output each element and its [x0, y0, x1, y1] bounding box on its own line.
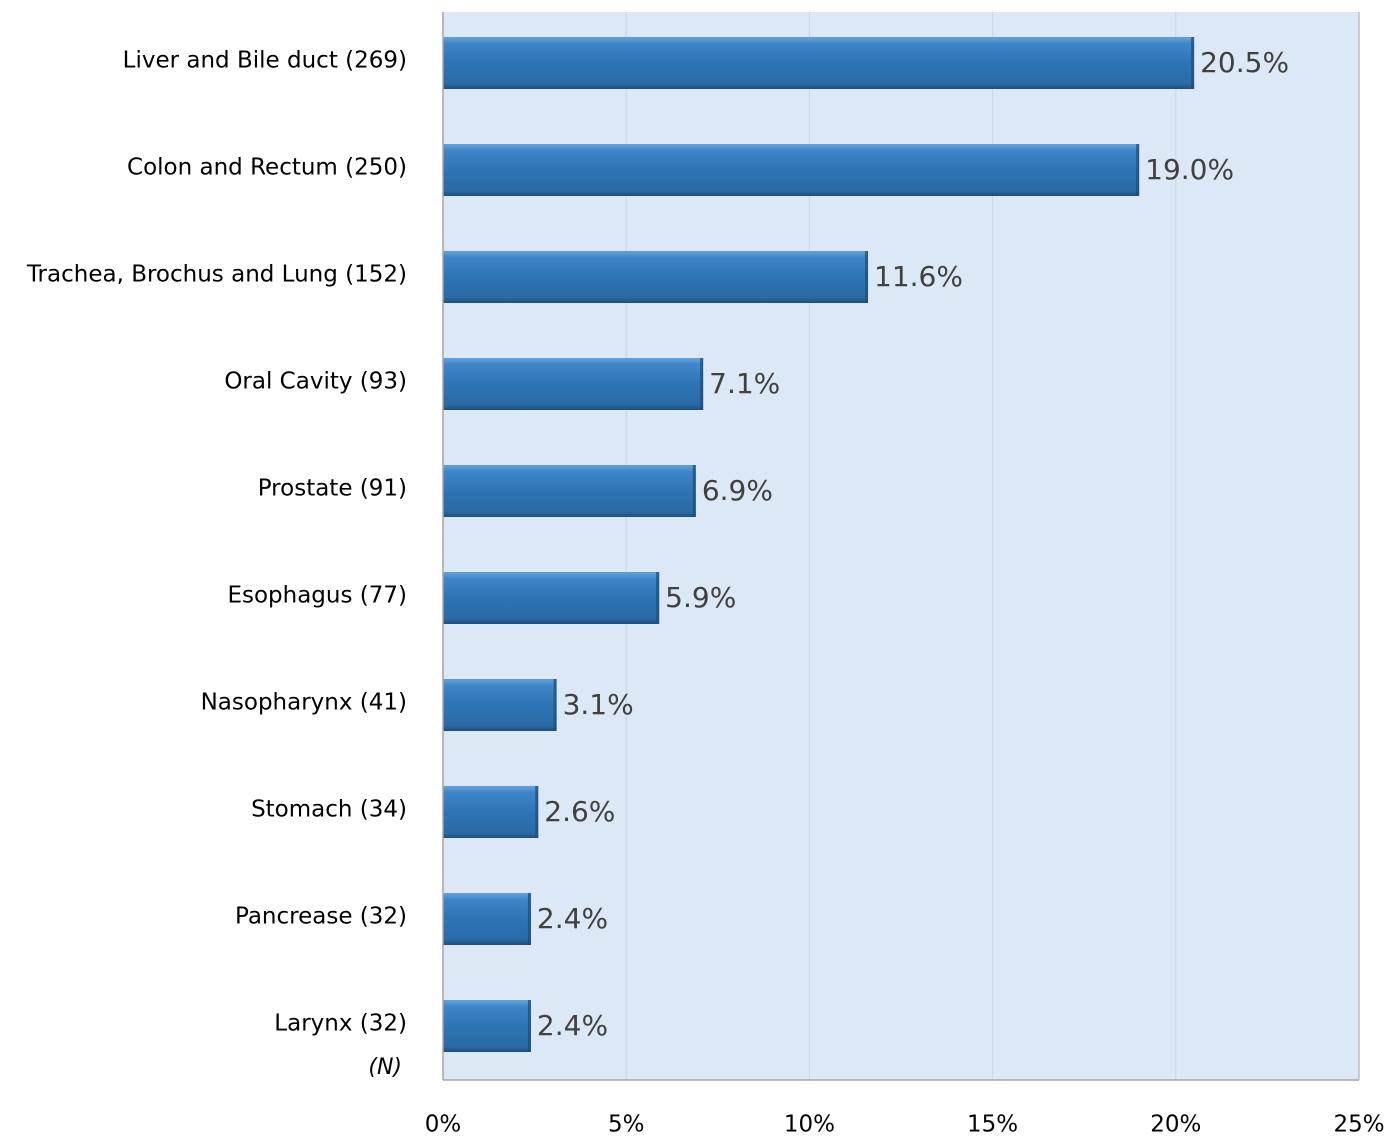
category-label-8: Pancrease (32) [235, 904, 407, 930]
bar-edge-9 [527, 1000, 531, 1052]
category-label-9: Larynx (32) [274, 1011, 407, 1037]
bar-highlight-7 [443, 786, 539, 789]
x-tick-label-20: 20% [1150, 1112, 1201, 1138]
axes [442, 12, 1359, 1081]
value-label-6: 3.1% [563, 688, 634, 721]
category-label-0: Liver and Bile duct (269) [123, 48, 407, 74]
labels: Liver and Bile duct (269) 20.5% Colon and … [26, 46, 1385, 1138]
bar-edge-6 [553, 679, 557, 731]
bar-edge-7 [535, 786, 539, 838]
bar-6 [443, 679, 557, 731]
bar-edge-8 [527, 893, 531, 945]
bar-3 [443, 358, 704, 410]
bar-highlight-8 [443, 893, 531, 896]
x-tick-label-10: 10% [784, 1112, 835, 1138]
x-tick-label-15: 15% [967, 1112, 1018, 1138]
category-label-6: Nasopharynx (41) [201, 690, 407, 716]
value-label-7: 2.6% [544, 795, 615, 828]
bar-edge-4 [692, 465, 696, 517]
category-label-7: Stomach (34) [251, 797, 407, 823]
x-tick-label-0: 0% [425, 1112, 462, 1138]
bar-edge-2 [865, 251, 869, 303]
x-tick-label-25: 25% [1333, 1112, 1384, 1138]
bar-edge-3 [700, 358, 704, 410]
category-label-2: Trachea, Brochus and Lung (152) [26, 262, 407, 288]
bar-7 [443, 786, 539, 838]
bar-highlight-4 [443, 465, 696, 468]
bar-highlight-6 [443, 679, 557, 682]
bars [443, 37, 1195, 1052]
value-label-4: 6.9% [702, 474, 773, 507]
bar-2 [443, 251, 869, 303]
value-label-8: 2.4% [537, 902, 608, 935]
category-label-1: Colon and Rectum (250) [127, 155, 407, 181]
category-label-4: Prostate (91) [258, 476, 407, 502]
value-label-1: 19.0% [1145, 153, 1234, 186]
value-label-5: 5.9% [665, 581, 736, 614]
category-label-3: Oral Cavity (93) [224, 369, 407, 395]
bar-edge-0 [1191, 37, 1195, 89]
bar-1 [443, 144, 1140, 196]
bar-highlight-9 [443, 1000, 531, 1003]
bar-highlight-2 [443, 251, 869, 254]
bar-4 [443, 465, 696, 517]
bar-highlight-1 [443, 144, 1140, 147]
bar-highlight-5 [443, 572, 660, 575]
axis-note-n: (N) [368, 1055, 402, 1080]
bar-highlight-0 [443, 37, 1195, 40]
value-label-3: 7.1% [709, 367, 780, 400]
bar-5 [443, 572, 660, 624]
value-label-9: 2.4% [537, 1009, 608, 1042]
bar-edge-5 [656, 572, 660, 624]
value-label-0: 20.5% [1200, 46, 1289, 79]
category-label-5: Esophagus (77) [227, 583, 407, 609]
x-tick-label-5: 5% [608, 1112, 645, 1138]
bar-edge-1 [1136, 144, 1140, 196]
bar-9 [443, 1000, 531, 1052]
bar-8 [443, 893, 531, 945]
bar-0 [443, 37, 1195, 89]
value-label-2: 11.6% [874, 260, 963, 293]
bar-highlight-3 [443, 358, 704, 361]
